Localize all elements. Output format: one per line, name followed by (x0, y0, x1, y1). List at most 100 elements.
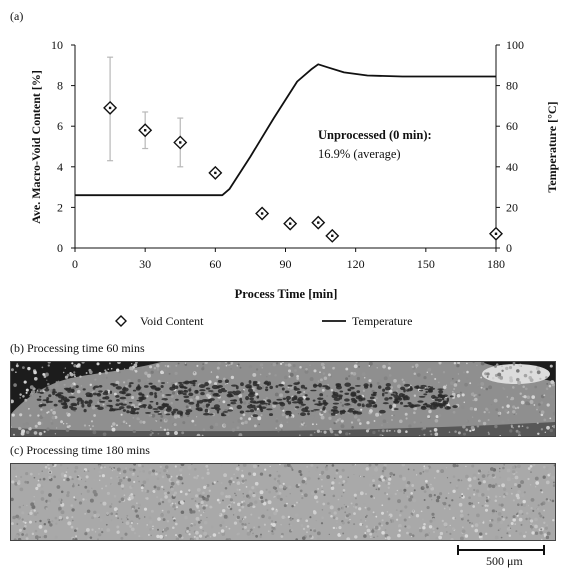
fibre-speck (43, 534, 48, 539)
fibre-speck (272, 403, 277, 408)
fibre-speck (290, 528, 294, 532)
fibre-speck (280, 535, 284, 538)
fibre-speck (522, 499, 526, 504)
fibre-speck (247, 472, 252, 476)
fibre-speck (470, 425, 475, 430)
fibre-speck (368, 483, 373, 488)
fibre-speck (328, 373, 331, 377)
macro-void (410, 387, 413, 391)
fibre-speck (430, 467, 433, 469)
fibre-speck (529, 370, 533, 374)
macro-void (259, 405, 263, 411)
fibre-speck (60, 420, 64, 424)
x-tick-label: 120 (347, 257, 365, 271)
fibre-speck (360, 408, 363, 411)
fibre-speck (508, 534, 512, 537)
fibre-speck (15, 464, 19, 467)
fibre-speck (33, 500, 36, 503)
fibre-speck (235, 467, 240, 471)
fibre-speck (539, 489, 543, 492)
fibre-speck (489, 519, 492, 522)
fibre-speck (252, 372, 257, 377)
fibre-speck (256, 487, 260, 492)
macro-void (116, 399, 120, 402)
fibre-speck (293, 504, 296, 507)
fibre-speck (462, 432, 467, 436)
fibre-speck (271, 530, 274, 533)
macro-void (52, 388, 56, 393)
fibre-speck (246, 531, 251, 536)
fibre-speck (368, 428, 370, 430)
fibre-speck (104, 466, 106, 468)
fibre-speck (320, 431, 322, 433)
fibre-speck (482, 480, 486, 484)
fibre-speck (54, 415, 58, 419)
void-point-center (108, 106, 112, 110)
fibre-speck (274, 373, 277, 377)
fibre-speck (321, 509, 324, 511)
fibre-speck (423, 465, 426, 468)
fibre-speck (319, 371, 321, 373)
fibre-speck (448, 431, 451, 433)
fibre-speck (167, 431, 170, 434)
fibre-speck (68, 425, 71, 428)
fibre-speck (102, 501, 107, 506)
fibre-speck (287, 515, 291, 519)
fibre-speck (449, 532, 452, 536)
fibre-speck (74, 529, 77, 532)
fibre-speck (101, 530, 104, 534)
fibre-speck (249, 531, 252, 533)
macro-void (98, 385, 103, 388)
fibre-speck (397, 523, 402, 528)
fibre-speck (387, 486, 390, 489)
macro-void (186, 381, 192, 383)
fibre-speck (150, 429, 153, 433)
fibre-speck (458, 502, 463, 507)
fibre-speck (467, 513, 470, 516)
fibre-speck (46, 379, 48, 381)
fibre-speck (101, 375, 106, 379)
macro-void (39, 395, 42, 398)
fibre-speck (552, 424, 555, 429)
fibre-speck (191, 419, 195, 423)
fibre-speck (221, 508, 226, 513)
fibre-speck (431, 518, 436, 522)
fibre-speck (494, 424, 498, 429)
fibre-speck (378, 522, 382, 526)
fibre-speck (381, 531, 385, 535)
fibre-speck (466, 420, 468, 422)
fibre-speck (277, 430, 280, 433)
fibre-speck (457, 379, 461, 383)
fibre-speck (455, 464, 459, 468)
fibre-speck (25, 388, 29, 392)
macro-void (94, 404, 101, 408)
fibre-speck (298, 501, 301, 503)
macro-void (305, 410, 310, 413)
fibre-speck (119, 478, 123, 483)
macro-void (119, 406, 125, 410)
fibre-speck (296, 519, 300, 523)
fibre-speck (317, 477, 320, 480)
fibre-speck (110, 476, 113, 480)
fibre-speck (428, 493, 433, 498)
fibre-speck (29, 385, 34, 390)
macro-void (429, 405, 433, 409)
fibre-speck (462, 526, 464, 529)
fibre-speck (369, 532, 373, 536)
fibre-speck (206, 471, 210, 475)
macro-void (245, 410, 251, 413)
fibre-speck (156, 534, 160, 539)
fibre-speck (71, 516, 74, 519)
scale-bar-label: 500 μm (486, 554, 523, 568)
fibre-speck (515, 471, 518, 474)
fibre-speck (366, 421, 370, 425)
fibre-speck (184, 515, 188, 520)
fibre-speck (74, 375, 76, 378)
fibre-speck (206, 393, 210, 398)
fibre-speck (480, 362, 485, 366)
fibre-speck (232, 396, 236, 400)
fibre-speck (270, 508, 272, 510)
fibre-speck (364, 506, 367, 509)
fibre-speck (271, 528, 273, 530)
fibre-speck (519, 392, 522, 395)
